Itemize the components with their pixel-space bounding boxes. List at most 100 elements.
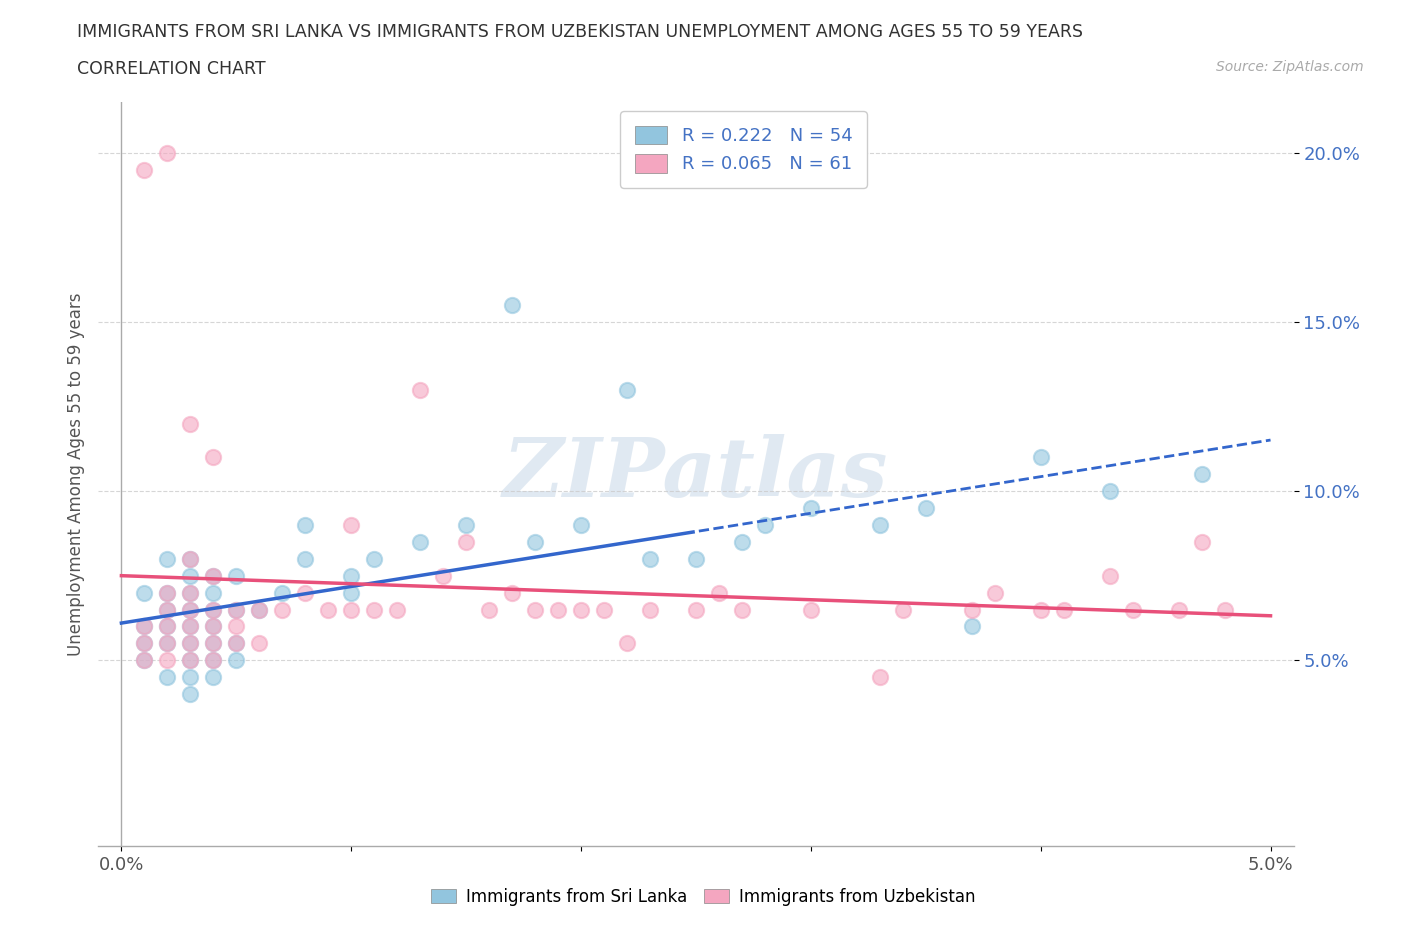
Point [960, 602, 983, 617]
Point [156, 653, 179, 668]
Point [409, 382, 432, 397]
Point [1098, 568, 1121, 583]
Point [134, 636, 156, 651]
Point [569, 518, 592, 533]
Y-axis label: Unemployment Among Ages 55 to 59 years: Unemployment Among Ages 55 to 59 years [66, 293, 84, 656]
Point [478, 602, 501, 617]
Point [156, 602, 179, 617]
Point [156, 619, 179, 634]
Point [524, 535, 547, 550]
Point [501, 298, 523, 312]
Point [202, 568, 225, 583]
Point [616, 636, 638, 651]
Point [202, 670, 225, 684]
Point [1167, 602, 1189, 617]
Point [616, 382, 638, 397]
Text: IMMIGRANTS FROM SRI LANKA VS IMMIGRANTS FROM UZBEKISTAN UNEMPLOYMENT AMONG AGES : IMMIGRANTS FROM SRI LANKA VS IMMIGRANTS … [77, 23, 1084, 41]
Point [156, 551, 179, 566]
Point [134, 619, 156, 634]
Point [247, 602, 270, 617]
Point [225, 602, 247, 617]
Point [156, 602, 179, 617]
Point [179, 686, 201, 701]
Point [202, 585, 225, 600]
Point [294, 551, 316, 566]
Point [569, 602, 592, 617]
Point [134, 636, 156, 651]
Point [134, 653, 156, 668]
Point [1213, 602, 1236, 617]
Point [547, 602, 569, 617]
Point [134, 163, 156, 178]
Point [340, 585, 363, 600]
Point [134, 653, 156, 668]
Point [638, 551, 661, 566]
Point [294, 585, 316, 600]
Point [202, 450, 225, 465]
Point [316, 602, 339, 617]
Point [271, 585, 294, 600]
Point [179, 416, 201, 431]
Point [179, 585, 201, 600]
Point [363, 602, 385, 617]
Point [271, 602, 294, 617]
Point [593, 602, 616, 617]
Point [685, 602, 707, 617]
Point [363, 551, 385, 566]
Point [179, 619, 201, 634]
Point [294, 518, 316, 533]
Point [156, 146, 179, 161]
Point [409, 535, 432, 550]
Point [501, 585, 523, 600]
Point [456, 535, 478, 550]
Point [1191, 467, 1213, 482]
Point [800, 602, 823, 617]
Point [340, 518, 363, 533]
Point [1191, 535, 1213, 550]
Point [179, 653, 201, 668]
Point [179, 602, 201, 617]
Point [1029, 602, 1052, 617]
Point [202, 568, 225, 583]
Text: Source: ZipAtlas.com: Source: ZipAtlas.com [1216, 60, 1364, 74]
Point [179, 585, 201, 600]
Point [156, 636, 179, 651]
Point [456, 518, 478, 533]
Point [984, 585, 1007, 600]
Point [707, 585, 730, 600]
Point [800, 500, 823, 515]
Point [225, 602, 247, 617]
Point [685, 551, 707, 566]
Point [869, 670, 891, 684]
Legend: R = 0.222   N = 54, R = 0.065   N = 61: R = 0.222 N = 54, R = 0.065 N = 61 [620, 112, 868, 188]
Point [202, 636, 225, 651]
Point [225, 636, 247, 651]
Point [179, 551, 201, 566]
Point [225, 568, 247, 583]
Point [202, 653, 225, 668]
Point [179, 636, 201, 651]
Point [156, 670, 179, 684]
Text: ZIPatlas: ZIPatlas [503, 434, 889, 514]
Point [340, 602, 363, 617]
Point [179, 602, 201, 617]
Point [202, 636, 225, 651]
Point [179, 551, 201, 566]
Point [385, 602, 409, 617]
Point [179, 619, 201, 634]
Legend: Immigrants from Sri Lanka, Immigrants from Uzbekistan: Immigrants from Sri Lanka, Immigrants fr… [425, 881, 981, 912]
Point [202, 653, 225, 668]
Point [202, 602, 225, 617]
Point [638, 602, 661, 617]
Point [1122, 602, 1144, 617]
Point [891, 602, 914, 617]
Point [156, 636, 179, 651]
Point [225, 653, 247, 668]
Point [156, 585, 179, 600]
Point [156, 619, 179, 634]
Point [179, 636, 201, 651]
Point [524, 602, 547, 617]
Point [731, 602, 754, 617]
Point [202, 619, 225, 634]
Point [754, 518, 776, 533]
